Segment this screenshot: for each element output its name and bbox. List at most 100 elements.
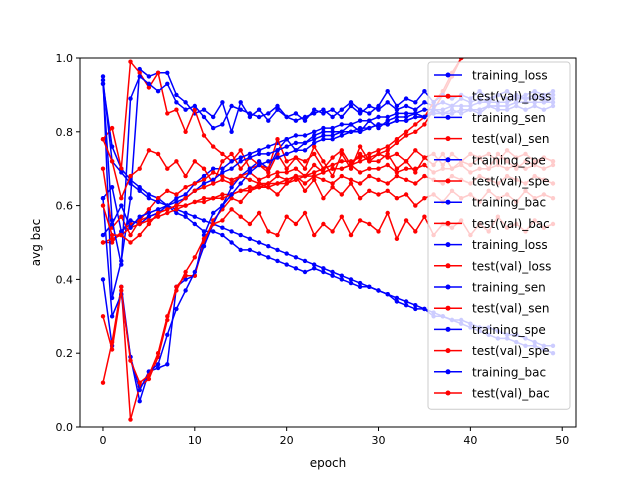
data-point [403,133,409,138]
x-tick-label: 20 [280,434,294,447]
data-point [266,244,271,249]
data-point [256,185,262,190]
data-point [119,288,124,293]
data-point [100,74,106,79]
legend-item: training_sen [434,111,546,125]
data-point [220,170,225,175]
data-point [165,81,170,87]
data-point [339,133,344,138]
data-point [394,114,400,120]
data-point [100,240,106,245]
data-point [100,277,106,282]
data-point [247,221,253,227]
data-point [394,166,400,171]
legend-label: test(val)_spe [472,175,549,189]
data-point [302,210,308,216]
data-point [146,221,152,227]
data-point [211,170,216,175]
legend-label: test(val)_bac [472,387,550,401]
data-point [165,362,170,367]
data-point [211,125,216,131]
data-point [266,166,271,171]
data-point [201,229,207,234]
data-point [302,114,308,120]
data-point [174,288,179,293]
data-point [183,214,188,219]
data-point [357,155,363,160]
data-point [183,107,188,112]
data-point [312,173,317,179]
legend-box [427,61,571,410]
data-point [229,177,234,182]
data-point [128,59,133,64]
data-point [165,210,170,216]
x-tick-label: 40 [463,434,477,447]
data-point [459,58,464,61]
legend-item: test(val)_bac [434,387,550,401]
data-point [339,277,344,282]
data-point [321,266,326,271]
data-point [100,380,106,385]
data-point [422,155,427,160]
data-point [266,159,271,164]
data-point [119,203,124,208]
data-point [201,107,207,112]
data-point [312,177,317,182]
data-point [220,173,225,179]
legend-item: training_bac [434,365,546,379]
data-point [165,188,170,193]
data-point [174,92,179,98]
data-point [385,100,390,105]
data-point [201,181,207,186]
data-point [284,181,289,186]
data-point [330,155,335,160]
data-point [302,181,308,186]
data-point [201,166,207,171]
data-point [146,218,152,223]
data-point [312,151,317,157]
data-point [220,218,225,223]
data-point [165,332,170,337]
data-point [211,144,216,149]
data-point [413,170,418,175]
x-tick-label: 0 [99,434,106,447]
data-point [422,107,427,112]
data-point [220,232,225,238]
data-point [247,166,253,171]
legend-item: training_spe [434,153,546,167]
data-point [330,229,335,234]
data-point [266,118,271,123]
data-point [302,258,308,264]
data-point [229,240,234,245]
data-point [357,159,363,164]
data-point [183,100,188,105]
y-tick-label: 1.0 [56,52,74,65]
data-point [385,151,390,157]
data-point [247,170,253,175]
data-point [293,133,299,138]
data-point [413,229,418,234]
data-point [220,203,225,208]
data-point [146,207,152,212]
data-point [357,151,363,157]
data-point [339,273,344,278]
legend-item: test(val)_sen [434,132,549,146]
data-point [357,181,363,186]
data-point [211,114,216,120]
data-point [403,111,409,116]
data-point [357,284,363,289]
y-tick-label: 0.4 [56,273,74,286]
data-point [137,66,142,72]
data-point [357,129,363,134]
legend-label: test(val)_loss [472,259,551,273]
data-point [284,137,289,142]
data-point [339,159,344,164]
data-point [256,114,262,120]
data-point [128,358,133,363]
data-point [109,125,115,131]
data-point [266,185,271,190]
legend-marker [445,114,451,120]
data-point [220,177,225,182]
legend-label: training_bac [472,196,546,210]
data-point [174,306,179,312]
